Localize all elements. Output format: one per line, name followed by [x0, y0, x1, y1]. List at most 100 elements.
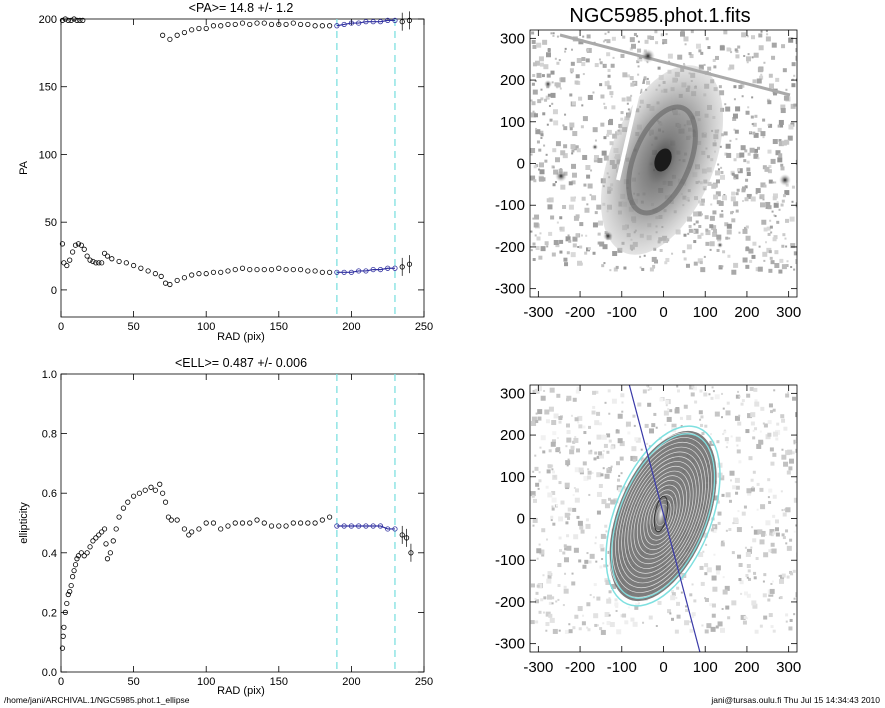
noise-pixel	[762, 422, 765, 425]
noise-pixel	[781, 454, 787, 460]
ell-title: <ELL>= 0.487 +/- 0.006	[175, 356, 307, 370]
noise-pixel	[540, 246, 546, 252]
noise-pixel	[772, 514, 776, 518]
data-point	[145, 268, 151, 274]
noise-pixel	[727, 616, 731, 620]
noise-pixel	[547, 571, 552, 576]
noise-pixel	[773, 202, 779, 208]
noise-pixel	[762, 118, 766, 122]
noise-pixel	[733, 174, 739, 180]
noise-pixel	[736, 188, 740, 192]
noise-pixel	[603, 106, 607, 110]
noise-pixel	[750, 196, 756, 202]
noise-pixel	[764, 166, 770, 172]
noise-pixel	[553, 239, 559, 245]
data-point	[261, 520, 267, 526]
noise-pixel	[765, 241, 768, 244]
noise-pixel	[534, 214, 540, 220]
noise-pixel	[595, 560, 598, 563]
noise-pixel	[534, 60, 540, 66]
noise-pixel	[759, 539, 765, 545]
noise-pixel	[601, 264, 605, 268]
noise-pixel	[540, 598, 544, 602]
data-point	[167, 36, 173, 42]
noise-pixel	[729, 139, 732, 142]
pa-x-ticks: 0 50 100 150 200 250	[58, 19, 433, 333]
noise-pixel	[571, 163, 577, 169]
noise-pixel	[551, 468, 554, 471]
noise-pixel	[786, 391, 789, 394]
noise-pixel	[700, 423, 704, 427]
isophote	[643, 484, 681, 546]
noise-pixel	[604, 32, 607, 35]
noise-pixel	[722, 250, 726, 254]
noise-pixel	[774, 250, 779, 255]
data-point	[78, 550, 84, 556]
noise-pixel	[533, 113, 538, 118]
noise-pixel	[671, 589, 675, 593]
data-point	[283, 266, 289, 273]
footer-user: jani@tursas.oulu.fi Thu Jul 15 14:34:43 …	[710, 695, 880, 705]
noise-pixel	[590, 449, 593, 452]
noise-pixel	[649, 428, 655, 434]
noise-pixel	[671, 617, 675, 621]
noise-pixel	[629, 47, 633, 51]
noise-pixel	[630, 617, 635, 622]
noise-pixel	[594, 542, 597, 545]
noise-pixel	[622, 488, 625, 491]
noise-pixel	[711, 613, 716, 618]
x-tick-label: -100	[607, 304, 637, 321]
noise-pixel	[693, 211, 699, 217]
data-point	[210, 23, 217, 29]
noise-pixel	[548, 231, 553, 236]
data-point	[254, 266, 260, 273]
noise-pixel	[545, 95, 550, 100]
noise-pixel	[536, 236, 541, 241]
noise-pixel	[544, 159, 548, 163]
noise-pixel	[531, 494, 535, 498]
noise-pixel	[566, 464, 569, 467]
noise-pixel	[729, 64, 735, 70]
noise-pixel	[619, 456, 624, 461]
data-point	[247, 520, 253, 526]
x-tick-label: 0	[659, 659, 667, 676]
noise-pixel	[594, 63, 599, 68]
noise-pixel	[575, 389, 580, 394]
galaxy-core	[654, 148, 672, 172]
noise-pixel	[554, 57, 557, 60]
noise-pixel	[775, 437, 779, 441]
noise-pixel	[746, 193, 752, 199]
noise-pixel	[604, 39, 607, 42]
noise-pixel	[563, 144, 568, 149]
noise-pixel	[741, 511, 746, 516]
noise-pixel	[780, 166, 785, 171]
data-point	[283, 21, 289, 28]
noise-pixel	[577, 606, 583, 612]
noise-pixel	[758, 33, 763, 38]
data-point	[406, 17, 413, 23]
noise-pixel	[547, 93, 551, 97]
noise-pixel	[781, 140, 787, 146]
noise-pixel	[531, 39, 536, 44]
noise-pixel	[721, 392, 724, 395]
noise-pixel	[535, 591, 539, 595]
image-panel: NGC5985.phot.1.fits -300 -200 -100 0 100 200 3…	[495, 5, 801, 321]
noise-pixel	[745, 225, 749, 229]
noise-pixel	[594, 451, 598, 455]
noise-pixel	[582, 154, 588, 160]
noise-pixel	[583, 475, 589, 481]
noise-pixel	[587, 468, 590, 471]
noise-pixel	[775, 527, 780, 532]
noise-pixel	[763, 615, 768, 620]
noise-pixel	[790, 572, 794, 576]
noise-pixel	[722, 195, 728, 201]
noise-pixel	[607, 497, 611, 501]
noise-pixel	[751, 56, 754, 59]
noise-pixel	[715, 191, 721, 197]
noise-pixel	[633, 81, 636, 84]
noise-pixel	[632, 458, 636, 462]
data-point	[80, 17, 86, 23]
noise-pixel	[689, 628, 694, 633]
noise-pixel	[620, 393, 625, 398]
noise-pixel	[607, 389, 611, 393]
